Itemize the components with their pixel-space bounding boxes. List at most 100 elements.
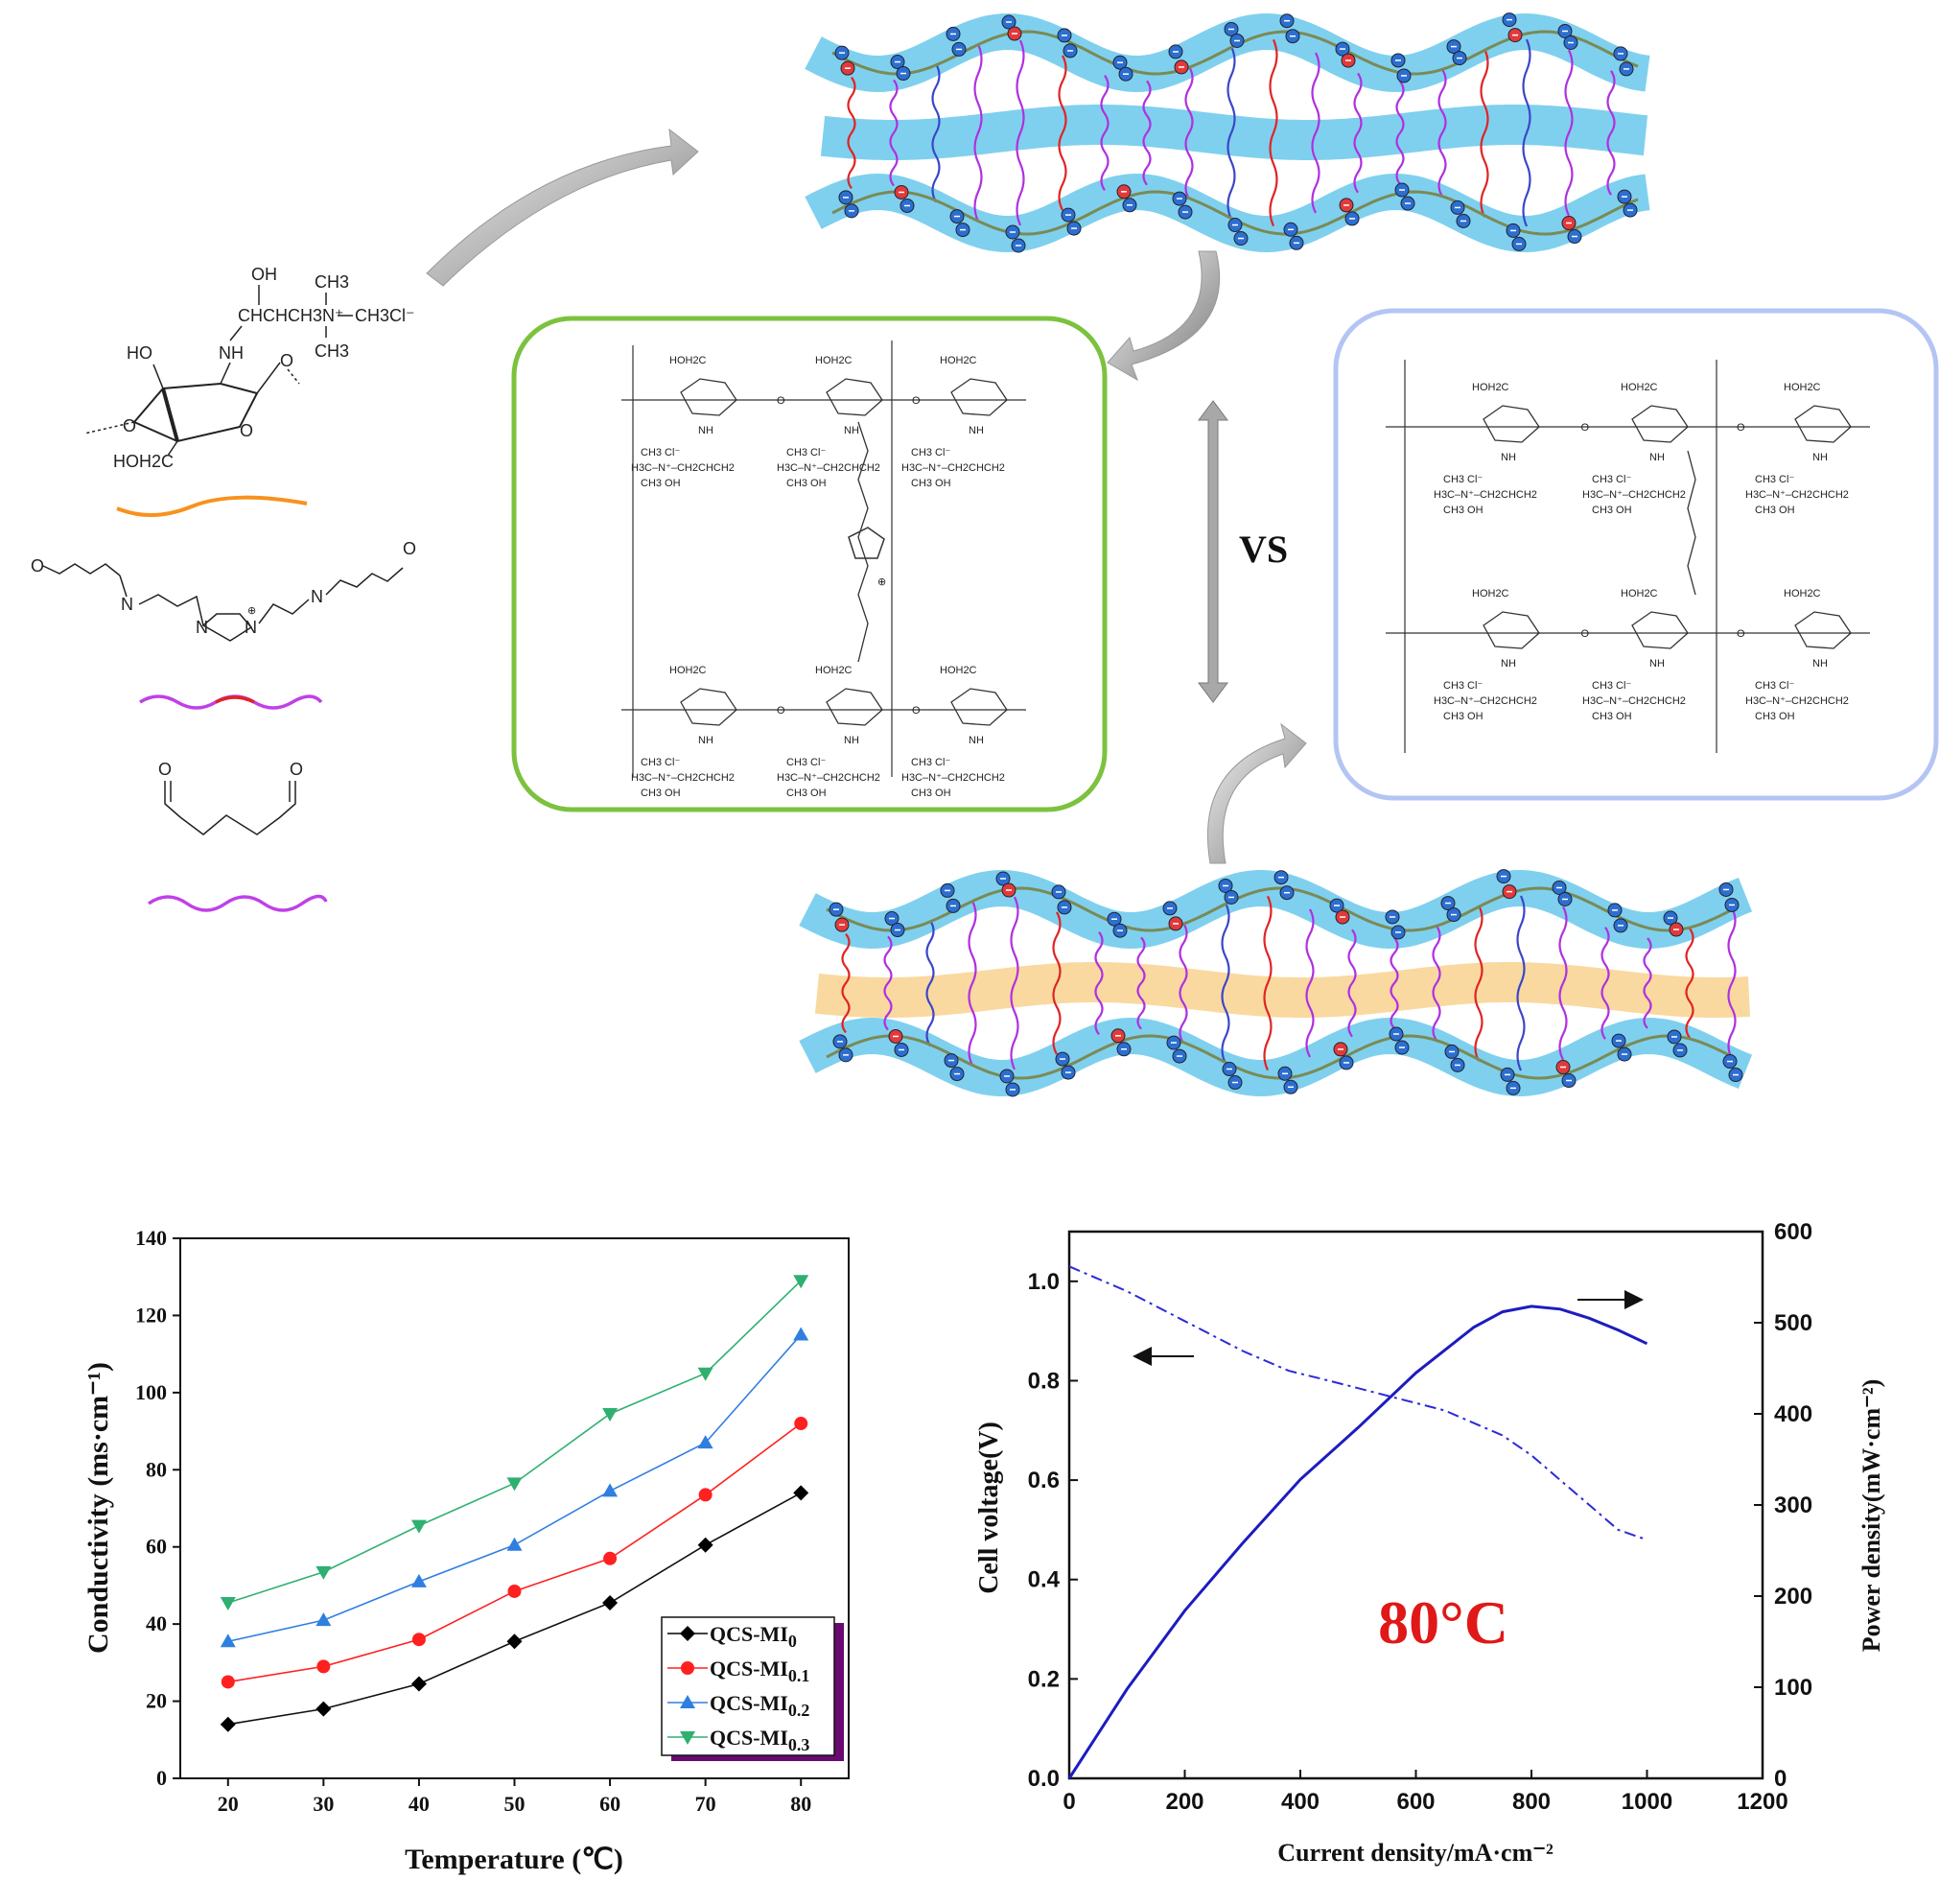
data-point xyxy=(794,1417,808,1431)
svg-text:O: O xyxy=(1581,628,1590,640)
crosslink-chain xyxy=(973,43,983,223)
crosslink-chain xyxy=(1269,38,1278,227)
data-point xyxy=(315,1701,332,1717)
x-tick-label: 800 xyxy=(1512,1789,1551,1815)
x-tick-label: 20 xyxy=(218,1792,239,1816)
y-tick-label: 100 xyxy=(135,1380,167,1404)
legend-marker xyxy=(681,1661,694,1675)
polarization-plot-frame xyxy=(1067,1230,1764,1780)
x-tick-label: 0 xyxy=(1063,1789,1075,1815)
svg-text:O: O xyxy=(912,395,921,407)
x-tick-label: 40 xyxy=(409,1792,430,1816)
svg-text:H3C–N⁺–CH2CHCH2: H3C–N⁺–CH2CHCH2 xyxy=(777,772,880,784)
svg-text:H3C–N⁺–CH2CHCH2: H3C–N⁺–CH2CHCH2 xyxy=(777,462,880,474)
data-point xyxy=(410,1573,427,1587)
svg-text:CH3 OH: CH3 OH xyxy=(641,478,681,489)
qcs-mi-crosslinked-structure: HOH2C NH CH3 Cl⁻ H3C–N⁺–CH2CHCH2 CH3 OH O HOH2… xyxy=(621,341,1026,799)
hoh2c-label: HOH2C xyxy=(815,355,853,366)
svg-text:H3C–N⁺–CH2CHCH2: H3C–N⁺–CH2CHCH2 xyxy=(1745,489,1849,501)
voltage-curve xyxy=(1068,1265,1647,1541)
svg-text:CH3 Cl⁻: CH3 Cl⁻ xyxy=(641,757,680,768)
svg-text:CH3 Cl⁻: CH3 Cl⁻ xyxy=(1755,680,1794,692)
crosslink-chain xyxy=(1311,52,1320,214)
crosslink-chain xyxy=(1353,72,1363,194)
y-tick-label: 20 xyxy=(146,1689,167,1713)
qcs-ga-structure-box xyxy=(1333,308,1939,801)
x-tick-label: 1000 xyxy=(1622,1789,1672,1815)
svg-text:H3C–N⁺–CH2CHCH2: H3C–N⁺–CH2CHCH2 xyxy=(631,462,735,474)
y-tick-label: 1.0 xyxy=(1028,1269,1060,1295)
svg-text:CH3 Cl⁻: CH3 Cl⁻ xyxy=(911,447,950,458)
imidazolium-ring xyxy=(848,527,885,559)
crosslink-chain xyxy=(1184,65,1194,200)
svg-text:O: O xyxy=(123,416,136,435)
crosslink-chain xyxy=(1564,49,1574,217)
y-tick-label: 0.0 xyxy=(1028,1766,1060,1792)
svg-text:CH3 OH: CH3 OH xyxy=(1592,711,1632,722)
svg-text:H3C–N⁺–CH2CHCH2: H3C–N⁺–CH2CHCH2 xyxy=(1582,489,1686,501)
crosslink-chain xyxy=(1100,75,1110,192)
svg-text:H3C–N⁺–CH2CHCH2: H3C–N⁺–CH2CHCH2 xyxy=(1745,695,1849,707)
power-density-curve xyxy=(1067,1305,1648,1779)
y-right-tick-label: 200 xyxy=(1774,1584,1812,1610)
data-point xyxy=(220,1716,236,1732)
crosslink-chain xyxy=(1347,928,1357,1038)
svg-text:O: O xyxy=(158,760,172,779)
vs-double-arrow xyxy=(1198,400,1228,703)
sugar-ring xyxy=(826,688,883,726)
svg-text:N: N xyxy=(196,618,208,637)
y-tick-label: 0.2 xyxy=(1028,1666,1060,1692)
chitosan-backbone xyxy=(826,886,1737,932)
hoh2c-label: HOH2C xyxy=(1784,588,1821,599)
svg-text:CH3 OH: CH3 OH xyxy=(1443,505,1483,516)
data-point xyxy=(793,1485,809,1501)
middle-polymer-band xyxy=(814,962,1751,1018)
svg-text:⊕: ⊕ xyxy=(247,605,256,617)
crosslink-chain xyxy=(1136,936,1146,1030)
crosslink-chain xyxy=(1052,911,1062,1055)
sugar-ring xyxy=(680,378,737,416)
svg-text:H3C–N⁺–CH2CHCH2: H3C–N⁺–CH2CHCH2 xyxy=(1434,695,1537,707)
svg-text:CH3 Cl⁻: CH3 Cl⁻ xyxy=(1592,474,1631,485)
svg-text:CH3 OH: CH3 OH xyxy=(641,787,681,799)
crosslink-chain xyxy=(1516,895,1526,1071)
svg-text:NH: NH xyxy=(1812,452,1828,463)
crosslink-chain xyxy=(1263,895,1273,1071)
data-point xyxy=(220,1597,236,1611)
svg-text:H3C–N⁺–CH2CHCH2: H3C–N⁺–CH2CHCH2 xyxy=(901,462,1005,474)
qcs-mi-structure-box xyxy=(511,316,1108,812)
sugar-ring xyxy=(1794,611,1852,649)
hoh2c-label: HOH2C xyxy=(940,665,977,676)
polymer-band xyxy=(799,869,1753,950)
svg-text:CH3 OH: CH3 OH xyxy=(786,478,827,489)
svg-text:CH3 Cl⁻: CH3 Cl⁻ xyxy=(786,757,826,768)
x-tick-label: 80 xyxy=(790,1792,811,1816)
qcs-ch3-top-label: CH3 xyxy=(315,272,349,292)
crosslink-chain xyxy=(1685,928,1694,1039)
svg-text:CH3 Cl⁻: CH3 Cl⁻ xyxy=(1755,474,1794,485)
svg-text:O: O xyxy=(777,705,785,717)
x-tick-label: 600 xyxy=(1396,1789,1435,1815)
legend-label: QCS-MI0.3 xyxy=(710,1726,809,1754)
hoh2c-label: HOH2C xyxy=(1621,588,1658,599)
x-tick-label: 200 xyxy=(1165,1789,1203,1815)
polarization-y-axis-label: Cell voltage(V) xyxy=(974,1422,1004,1594)
qcs-nh-label: NH xyxy=(219,343,244,363)
y-tick-label: 80 xyxy=(146,1457,167,1481)
conductivity-chart: 0 20 40 60 80 100 120 140 20 30 40 50 60 70 80 Tempera… xyxy=(82,1226,850,1875)
legend-label: QCS-MI0 xyxy=(710,1622,797,1651)
hoh2c-label: HOH2C xyxy=(1472,382,1509,393)
hoh2c-label: HOH2C xyxy=(1784,382,1821,393)
sugar-ring xyxy=(1483,611,1540,649)
membrane-top xyxy=(805,12,1650,253)
svg-text:CH3 Cl⁻: CH3 Cl⁻ xyxy=(911,757,950,768)
y-tick-label: 120 xyxy=(135,1303,167,1327)
hoh2c-label: HOH2C xyxy=(1621,382,1658,393)
curved-arrow-3 xyxy=(1206,722,1307,864)
glutaraldehyde-structure: O O xyxy=(158,760,303,835)
svg-text:NH: NH xyxy=(1501,452,1516,463)
data-point xyxy=(316,1659,331,1674)
hoh2c-label: HOH2C xyxy=(815,665,853,676)
svg-text:NH: NH xyxy=(1649,658,1665,670)
